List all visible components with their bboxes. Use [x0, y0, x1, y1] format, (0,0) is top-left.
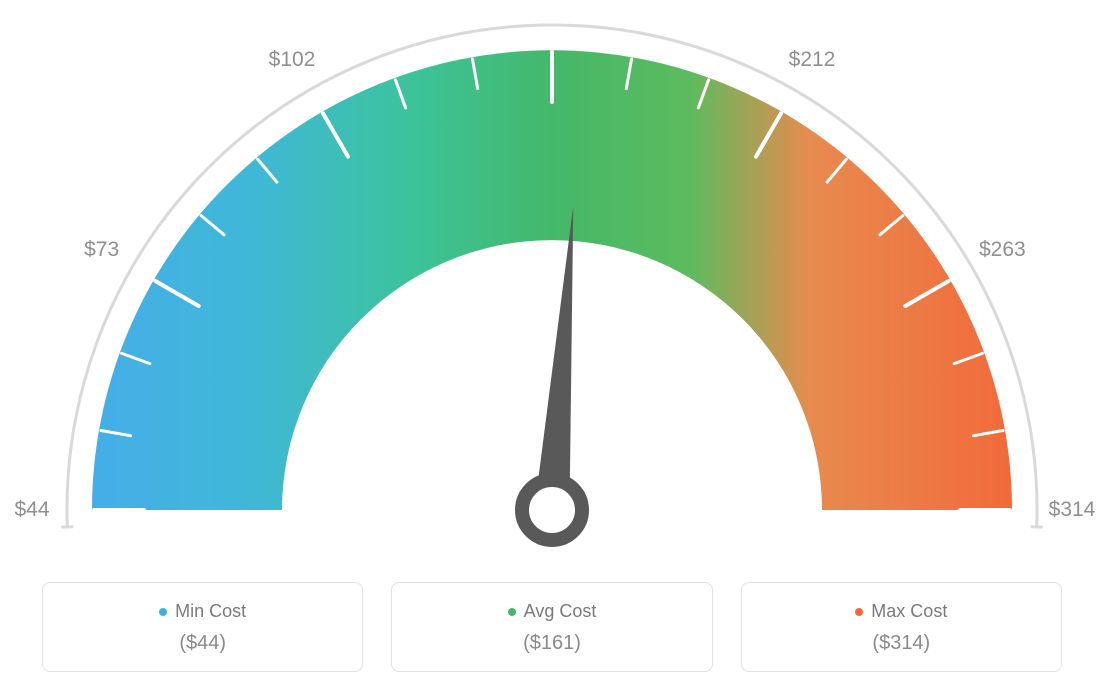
- gauge-tick-label: $102: [269, 48, 316, 72]
- gauge-tick-label: $212: [789, 48, 836, 72]
- gauge-tick-label: $161: [529, 0, 576, 2]
- gauge-tick-label: $314: [1049, 498, 1096, 522]
- min-cost-value: ($44): [53, 632, 352, 655]
- min-cost-card: Min Cost ($44): [42, 582, 363, 672]
- gauge-tick-label: $263: [979, 238, 1026, 262]
- min-cost-label-text: Min Cost: [175, 601, 246, 622]
- max-cost-label-text: Max Cost: [871, 601, 947, 622]
- avg-cost-label-text: Avg Cost: [524, 601, 597, 622]
- max-cost-label: Max Cost: [855, 601, 947, 622]
- gauge-tick-label: $73: [84, 238, 119, 262]
- min-dot-icon: [159, 608, 167, 616]
- avg-cost-label: Avg Cost: [508, 601, 597, 622]
- gauge-chart: $44 $73 $102 $161 $212 $263 $314: [0, 0, 1104, 560]
- avg-dot-icon: [508, 608, 516, 616]
- avg-cost-card: Avg Cost ($161): [391, 582, 712, 672]
- min-cost-label: Min Cost: [159, 601, 246, 622]
- cost-cards-row: Min Cost ($44) Avg Cost ($161) Max Cost …: [0, 582, 1104, 672]
- gauge-tick-label: $44: [14, 498, 49, 522]
- avg-cost-value: ($161): [402, 632, 701, 655]
- max-cost-value: ($314): [752, 632, 1051, 655]
- max-cost-card: Max Cost ($314): [741, 582, 1062, 672]
- gauge-svg: [0, 0, 1104, 560]
- max-dot-icon: [855, 608, 863, 616]
